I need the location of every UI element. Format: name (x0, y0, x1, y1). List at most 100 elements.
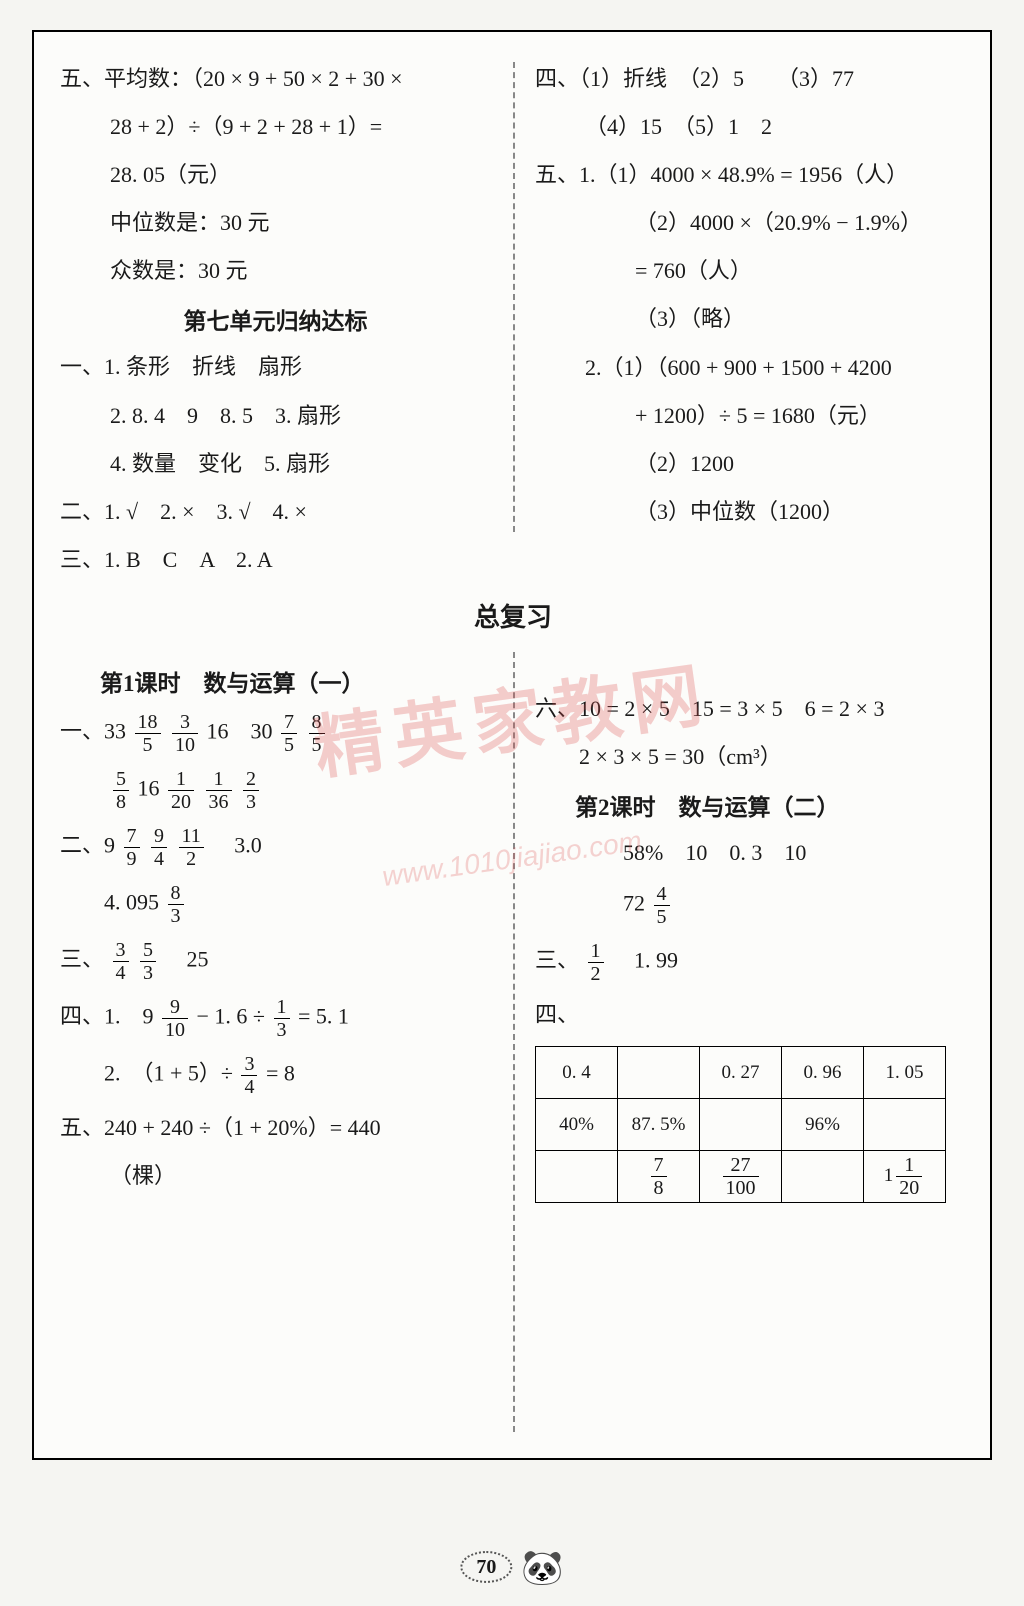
review-head: 总复习 (60, 597, 966, 634)
math-line: 58 16 120 136 23 (60, 769, 491, 812)
page-frame: 五、平均数：（20 × 9 + 50 × 2 + 30 × 28 + 2）÷（9… (32, 30, 992, 1460)
text-line: （3）中位数（1200） (535, 495, 966, 529)
table-cell (536, 1151, 618, 1203)
text-line: （4）15 （5）1 2 (535, 110, 966, 144)
table-cell (864, 1099, 946, 1151)
table-cell: 1. 05 (864, 1047, 946, 1099)
fraction: 75 (281, 712, 297, 755)
bear-icon: 🐼 (521, 1548, 563, 1588)
label: = 8 (266, 1060, 295, 1085)
fraction: 34 (241, 1054, 257, 1097)
text-line: = 760（人） (535, 254, 966, 288)
page-number-value: 70 (460, 1551, 512, 1583)
label: 3.0 (234, 832, 262, 857)
text-line: 二、1. √ 2. × 3. √ 4. × (60, 495, 491, 529)
top-left-col: 五、平均数：（20 × 9 + 50 × 2 + 30 × 28 + 2）÷（9… (60, 62, 513, 591)
math-line: 2. （1 + 5）÷ 34 = 8 (60, 1054, 491, 1097)
text-line: 2 × 3 × 5 = 30（cm³） (535, 740, 966, 774)
table-cell: 40% (536, 1099, 618, 1151)
lesson2-head: 第2课时 数与运算（二） (535, 788, 966, 822)
label: 一、33 (60, 718, 126, 743)
table-cell: 27100 (700, 1151, 782, 1203)
fraction: 310 (172, 712, 198, 755)
fraction: 112 (179, 826, 204, 869)
unit7-head: 第七单元归纳达标 (60, 302, 491, 336)
table-cell (618, 1047, 700, 1099)
bottom-divider (513, 652, 515, 1432)
text-line: 五、240 + 240 ÷（1 + 20%）= 440 (60, 1111, 491, 1145)
fraction: 83 (168, 883, 184, 926)
label: 72 (535, 891, 645, 916)
label: 四、1. 9 (60, 1003, 154, 1028)
fraction: 45 (654, 884, 670, 927)
table-cell: 0. 4 (536, 1047, 618, 1099)
label: 4. 095 (60, 889, 159, 914)
text-line: 五、1.（1）4000 × 48.9% = 1956（人） (535, 158, 966, 192)
text-line: 58% 10 0. 3 10 (535, 836, 966, 870)
fraction: 910 (162, 997, 188, 1040)
text-line: 中位数是：30 元 (60, 206, 491, 240)
lesson1-head: 第1课时 数与运算（一） (60, 664, 491, 698)
label: 1. 99 (634, 948, 678, 973)
top-right-col: 四、（1）折线 （2）5 （3）77 （4）15 （5）1 2 五、1.（1）4… (513, 62, 966, 591)
fraction: 120 (168, 769, 194, 812)
text-line: （2）1200 (535, 447, 966, 481)
text-line: 一、1. 条形 折线 扇形 (60, 350, 491, 384)
page-number: 70 🐼 (460, 1548, 563, 1588)
text-line: 四、（1）折线 （2）5 （3）77 (535, 62, 966, 96)
top-columns: 五、平均数：（20 × 9 + 50 × 2 + 30 × 28 + 2）÷（9… (60, 62, 966, 591)
label: 16 30 (207, 718, 273, 743)
math-line: 一、33 185 310 16 30 75 85 (60, 712, 491, 755)
label: 二、9 (60, 832, 115, 857)
text-line: 三、1. B C A 2. A (60, 543, 491, 577)
math-line: 三、 12 1. 99 (535, 941, 966, 984)
answers-table: 0. 4 0. 27 0. 96 1. 05 40% 87. 5% 96% 78 (535, 1046, 946, 1203)
label: 25 (187, 946, 209, 971)
fraction: 94 (151, 826, 167, 869)
math-line: 4. 095 83 (60, 883, 491, 926)
text-line: 28 + 2）÷（9 + 2 + 28 + 1）= (60, 110, 491, 144)
math-line: 四、1. 9 910 − 1. 6 ÷ 13 = 5. 1 (60, 997, 491, 1040)
table-cell (782, 1151, 864, 1203)
text-line: 2. 8. 4 9 8. 5 3. 扇形 (60, 399, 491, 433)
table-row: 0. 4 0. 27 0. 96 1. 05 (536, 1047, 946, 1099)
text-line: + 1200）÷ 5 = 1680（元） (535, 399, 966, 433)
fraction: 79 (124, 826, 140, 869)
table-row: 78 27100 1120 (536, 1151, 946, 1203)
fraction: 12 (588, 941, 604, 984)
fraction: 27100 (723, 1155, 759, 1198)
fraction: 53 (140, 940, 156, 983)
math-line: 三、 34 53 25 (60, 940, 491, 983)
fraction: 185 (135, 712, 161, 755)
table-cell: 96% (782, 1099, 864, 1151)
bottom-left-col: 第1课时 数与运算（一） 一、33 185 310 16 30 75 85 58… (60, 652, 513, 1207)
fraction: 58 (113, 769, 129, 812)
text-line: （棵） (60, 1159, 491, 1193)
text-line: 众数是：30 元 (60, 254, 491, 288)
table-row: 40% 87. 5% 96% (536, 1099, 946, 1151)
text-line: 五、平均数：（20 × 9 + 50 × 2 + 30 × (60, 62, 491, 96)
table-cell (700, 1099, 782, 1151)
mixed-int: 1 (884, 1165, 894, 1186)
text-line: 四、 (535, 998, 966, 1032)
label: = 5. 1 (298, 1003, 349, 1028)
label: 三、 (535, 948, 579, 973)
bottom-columns: 第1课时 数与运算（一） 一、33 185 310 16 30 75 85 58… (60, 652, 966, 1207)
fraction: 136 (206, 769, 232, 812)
text-line: 4. 数量 变化 5. 扇形 (60, 447, 491, 481)
fraction: 23 (243, 769, 259, 812)
fraction: 78 (651, 1155, 667, 1198)
table-cell: 0. 96 (782, 1047, 864, 1099)
table-cell: 87. 5% (618, 1099, 700, 1151)
table-cell: 0. 27 (700, 1047, 782, 1099)
text-line: 六、10 = 2 × 5 15 = 3 × 5 6 = 2 × 3 (535, 692, 966, 726)
text-line: 28. 05（元） (60, 158, 491, 192)
text-line: 2.（1）（600 + 900 + 1500 + 4200 (535, 351, 966, 385)
label: 三、 (60, 946, 104, 971)
table-cell: 1120 (864, 1151, 946, 1203)
label: − 1. 6 ÷ (197, 1003, 265, 1028)
text-line: （3）（略） (535, 302, 966, 336)
fraction: 120 (896, 1155, 922, 1198)
bottom-right-col: 六、10 = 2 × 5 15 = 3 × 5 6 = 2 × 3 2 × 3 … (513, 652, 966, 1207)
label: 16 (138, 775, 160, 800)
